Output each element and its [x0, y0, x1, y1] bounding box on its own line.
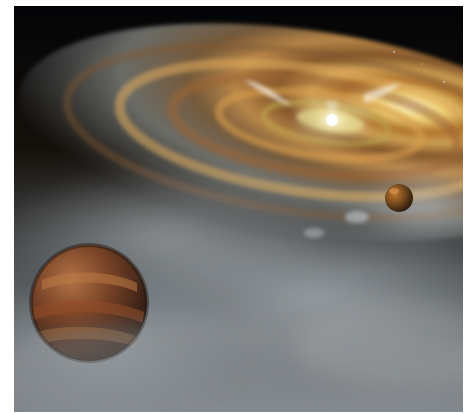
central-star-glow [290, 96, 374, 144]
light-streaks [244, 80, 401, 106]
foreground-dust [14, 302, 463, 412]
small-planet-cluster [304, 184, 413, 238]
space-artwork [14, 6, 463, 412]
stars [393, 51, 445, 83]
protoplanetary-disk-svg [14, 6, 463, 412]
